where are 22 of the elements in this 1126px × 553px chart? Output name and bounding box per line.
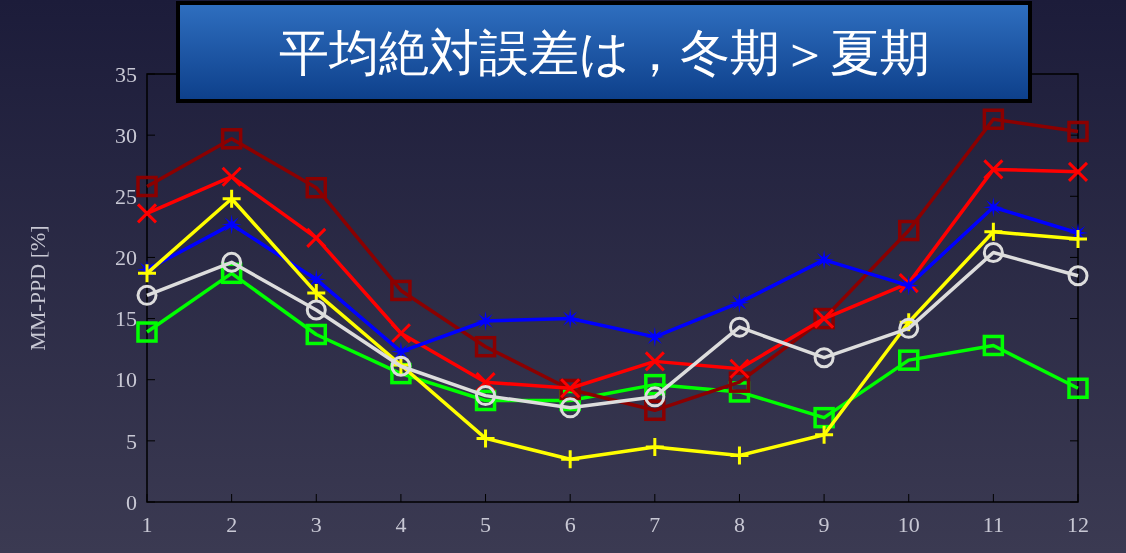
y-tick-label: 5 — [126, 428, 137, 454]
x-tick-label: 7 — [649, 512, 661, 537]
y-tick-label: 30 — [115, 122, 137, 148]
chart-title: 平均絶対誤差は，冬期＞夏期 — [278, 23, 930, 82]
x-tick-label: 1 — [141, 512, 153, 537]
x-tick-label: 9 — [818, 512, 830, 537]
x-tick-label: 3 — [310, 512, 322, 537]
x-tick-label: 12 — [1067, 512, 1089, 537]
y-tick-label: 35 — [115, 61, 137, 87]
x-tick-label: 11 — [982, 512, 1004, 537]
x-tick-label: 4 — [395, 512, 407, 537]
y-axis-title: MM-PPD [%] — [25, 225, 50, 351]
y-tick-label: 20 — [115, 245, 137, 271]
x-tick-label: 8 — [733, 512, 745, 537]
x-tick-label: 5 — [480, 512, 492, 537]
x-tick-label: 6 — [564, 512, 576, 537]
y-tick-label: 10 — [115, 367, 137, 393]
y-tick-label: 25 — [115, 183, 137, 209]
y-tick-label: 15 — [115, 306, 137, 332]
x-tick-label: 10 — [897, 512, 920, 537]
y-tick-label: 0 — [126, 489, 137, 515]
x-tick-label: 2 — [226, 512, 238, 537]
